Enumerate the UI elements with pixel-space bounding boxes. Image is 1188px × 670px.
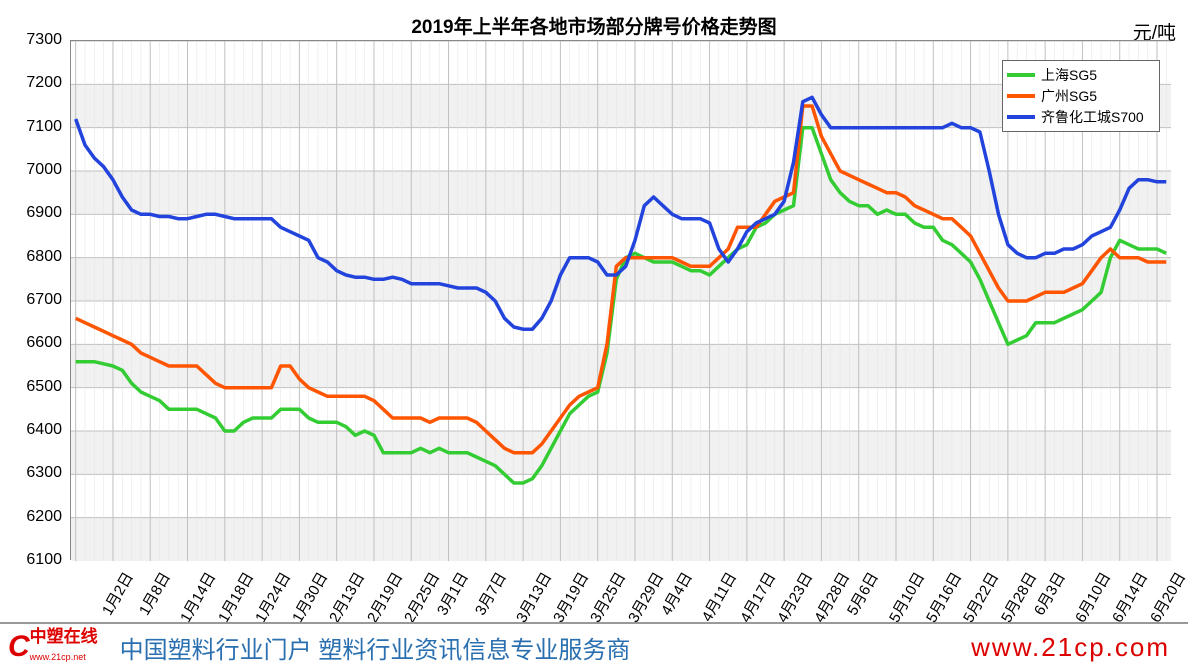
y-tick-label: 6200 [26,508,62,526]
x-tick-label: 4月17日 [734,568,780,626]
legend-item: 广州SG5 [1007,86,1155,106]
legend-swatch [1007,115,1035,119]
x-tick-label: 5月10日 [883,568,929,626]
chart-title: 2019年上半年各地市场部分牌号价格走势图 [0,12,1188,39]
logo-subtext: www.21cp.net [30,652,86,662]
x-axis-labels: 1月2日1月8日1月14日1月18日1月24日1月30日2月13日2月19日2月… [70,560,1170,620]
y-tick-label: 6400 [26,421,62,439]
x-tick-label: 6月10日 [1070,568,1116,626]
legend-label: 广州SG5 [1041,86,1097,106]
y-tick-label: 7200 [26,74,62,92]
x-tick-label: 1月14日 [175,568,221,626]
x-tick-label: 1月18日 [212,568,258,626]
x-tick-label: 1月8日 [133,568,175,619]
y-tick-label: 6500 [26,378,62,396]
chart-container: 2019年上半年各地市场部分牌号价格走势图 元/吨 61006200630064… [0,0,1188,670]
x-tick-label: 4月11日 [696,568,741,625]
logo-text: 中塑在线 [30,627,98,646]
legend-item: 上海SG5 [1007,65,1155,85]
legend-label: 齐鲁化工城S700 [1041,107,1144,127]
footer: C 中塑在线 www.21cp.net 中国塑料行业门户 塑料行业资讯信息专业服… [0,622,1188,670]
x-tick-label: 3月7日 [469,568,511,619]
x-tick-label: 1月2日 [96,568,138,619]
legend: 上海SG5广州SG5齐鲁化工城S700 [1002,60,1160,132]
x-tick-label: 2月19日 [361,568,407,626]
y-tick-label: 7300 [26,31,62,49]
y-tick-label: 6300 [26,464,62,482]
logo-icon: C [8,630,30,664]
y-tick-label: 6800 [26,248,62,266]
footer-url: www.21cp.com [971,632,1170,663]
y-axis-labels: 6100620063006400650066006700680069007000… [0,40,65,560]
y-tick-label: 6600 [26,334,62,352]
y-tick-label: 6900 [26,204,62,222]
legend-swatch [1007,94,1035,98]
y-tick-label: 6100 [26,551,62,569]
x-tick-label: 3月13日 [510,568,556,626]
logo: C 中塑在线 www.21cp.net [8,629,98,665]
legend-item: 齐鲁化工城S700 [1007,107,1155,127]
y-tick-label: 6700 [26,291,62,309]
y-tick-label: 7000 [26,161,62,179]
legend-label: 上海SG5 [1041,65,1097,85]
footer-tagline: 中国塑料行业门户 塑料行业资讯信息专业服务商 [120,630,631,665]
y-tick-label: 7100 [26,118,62,136]
legend-swatch [1007,73,1035,77]
